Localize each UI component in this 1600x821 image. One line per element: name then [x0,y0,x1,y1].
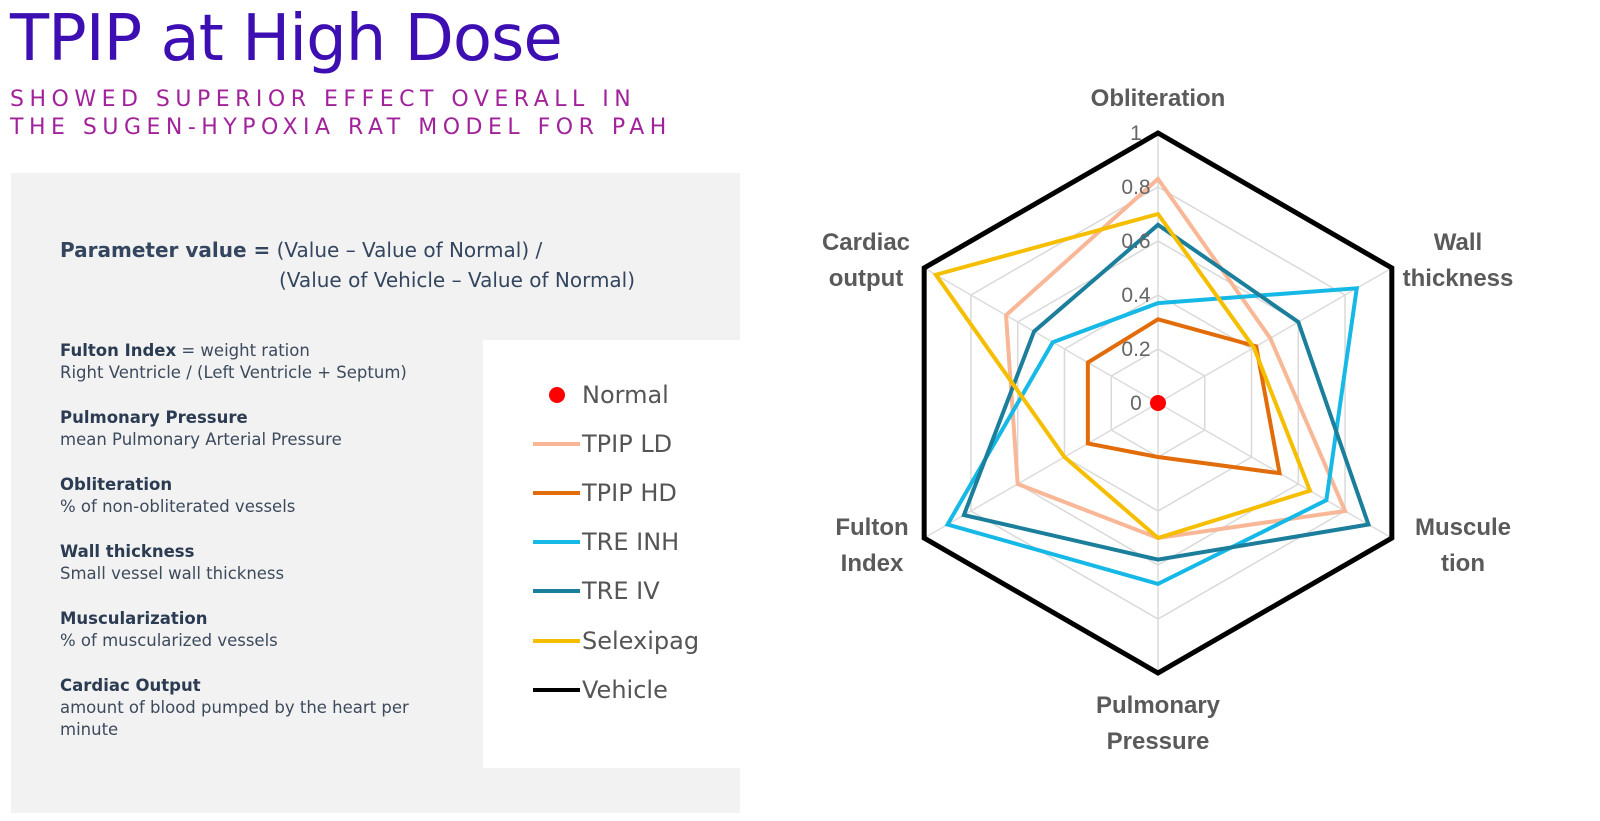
legend-item-tpip-hd: TPIP HD [533,478,677,508]
axis-label-obliteration: Obliteration [1091,85,1226,112]
series-line-selexipag [932,211,1313,541]
series-point-normal [1150,395,1166,411]
axis-label-line: Wall [1434,229,1482,256]
tick-label: 0.2 [1121,338,1150,361]
axis-label-line: Index [841,550,904,577]
grid-spoke [923,267,1159,404]
legend-item-normal: Normal [533,380,669,410]
info-panel: Parameter value = (Value – Value of Norm… [11,173,740,813]
legend-swatch-vehicle [533,688,580,692]
series-line-tre-inh [944,286,1360,587]
legend-marker-normal [548,387,565,403]
axis-label-line: Obliteration [1091,85,1226,112]
definition-wall-thickness: Wall thickness Small vessel wall thickne… [60,541,460,585]
definition-obliteration: Obliteration % of non-obliterated vessel… [60,474,460,518]
legend-label: Normal [582,381,669,409]
axis-label-line: thickness [1403,265,1514,292]
definition-desc: % of muscularized vessels [60,631,278,650]
definition-term: Wall thickness [60,542,195,561]
tick-label: 0 [1130,392,1142,415]
legend-label: TPIP LD [582,430,673,458]
legend-swatch-tre-inh [533,540,580,544]
radar-chart: 0 0.2 0.4 0.6 0.8 1 Obliteration Wall thickness M… [822,85,1514,755]
definition-desc: % of non-obliterated vessels [60,497,296,516]
subtitle-line-1: SHOWED SUPERIOR EFFECT OVERALL IN [10,87,637,112]
page-subtitle: SHOWED SUPERIOR EFFECT OVERALL IN THE SU… [10,86,672,142]
formula-numerator: (Value – Value of Normal) / [276,238,543,262]
series-line-tre-iv [961,222,1372,562]
legend-label: TRE INH [582,528,680,556]
axis-label-line: output [829,265,904,292]
definition-term: Fulton Index [60,341,177,360]
page-title: TPIP at High Dose [10,2,563,76]
chart-legend: Normal TPIP LD TPIP HD TRE INH TRE IV Se… [483,340,740,768]
legend-item-vehicle: Vehicle [533,675,668,705]
definitions-list: Fulton Index = weight ration Right Ventr… [60,340,460,764]
axis-label-pulmonary-pressure: Pulmonary Pressure [1096,692,1221,755]
axis-label-wall-thickness: Wall thickness [1403,229,1514,292]
series-line-vehicle [921,130,1395,676]
series-line-tpip-hd [1085,317,1283,476]
definition-desc: mean Pulmonary Arterial Pressure [60,430,342,449]
definition-pulmonary-pressure: Pulmonary Pressure mean Pulmonary Arteri… [60,407,460,451]
legend-swatch-tpip-ld [533,442,580,446]
parameter-formula: Parameter value = (Value – Value of Norm… [60,235,635,295]
axis-label-cardiac-output: Cardiac output [822,229,910,292]
axis-label-line: Fulton [835,514,908,541]
subtitle-line-2: THE SUGEN-HYPOXIA RAT MODEL FOR PAH [10,115,672,140]
legend-swatch-selexipag [533,639,580,643]
axis-label-line: Cardiac [822,229,910,256]
definition-fulton-index: Fulton Index = weight ration Right Ventr… [60,340,460,384]
tick-label: 0.6 [1121,230,1150,253]
legend-swatch-tre-iv [533,589,580,593]
legend-label: TPIP HD [582,479,677,507]
axis-label-fulton-index: Fulton Index [835,514,908,577]
definition-desc: Small vessel wall thickness [60,564,285,583]
tick-label: 0.4 [1121,284,1151,307]
definition-term: Cardiac Output [60,676,201,695]
definition-desc: amount of blood pumped by the heart per … [60,698,409,739]
legend-item-selexipag: Selexipag [533,626,699,656]
legend-label: TRE IV [582,577,660,605]
tick-label: 1 [1130,122,1142,145]
formula-denominator: (Value of Vehicle – Value of Normal) [279,268,636,292]
axis-label-line: Pressure [1107,728,1210,755]
legend-item-tre-inh: TRE INH [533,527,679,557]
definition-term: Muscularization [60,609,208,628]
definition-term: Pulmonary Pressure [60,408,248,427]
definition-cardiac-output: Cardiac Output amount of blood pumped by… [60,675,460,741]
formula-lead: Parameter value = [60,238,271,262]
axis-label-line: Pulmonary [1096,692,1221,719]
definition-term: Obliteration [60,475,173,494]
axis-label-line: Muscule [1415,514,1511,541]
legend-swatch-tpip-hd [533,491,580,495]
axis-label-line: tion [1441,550,1485,577]
definition-inline: = weight ration [181,341,310,360]
axis-label-muscule-tion: Muscule tion [1415,514,1511,577]
legend-label: Selexipag [582,627,700,655]
grid-spoke [1157,402,1393,539]
legend-label: Vehicle [582,676,668,704]
tick-label: 0.8 [1121,176,1150,199]
definition-muscularization: Muscularization % of muscularized vessel… [60,608,460,652]
definition-desc: Right Ventricle / (Left Ventricle + Sept… [60,363,407,382]
legend-item-tre-iv: TRE IV [533,576,660,606]
legend-item-tpip-ld: TPIP LD [533,429,672,459]
